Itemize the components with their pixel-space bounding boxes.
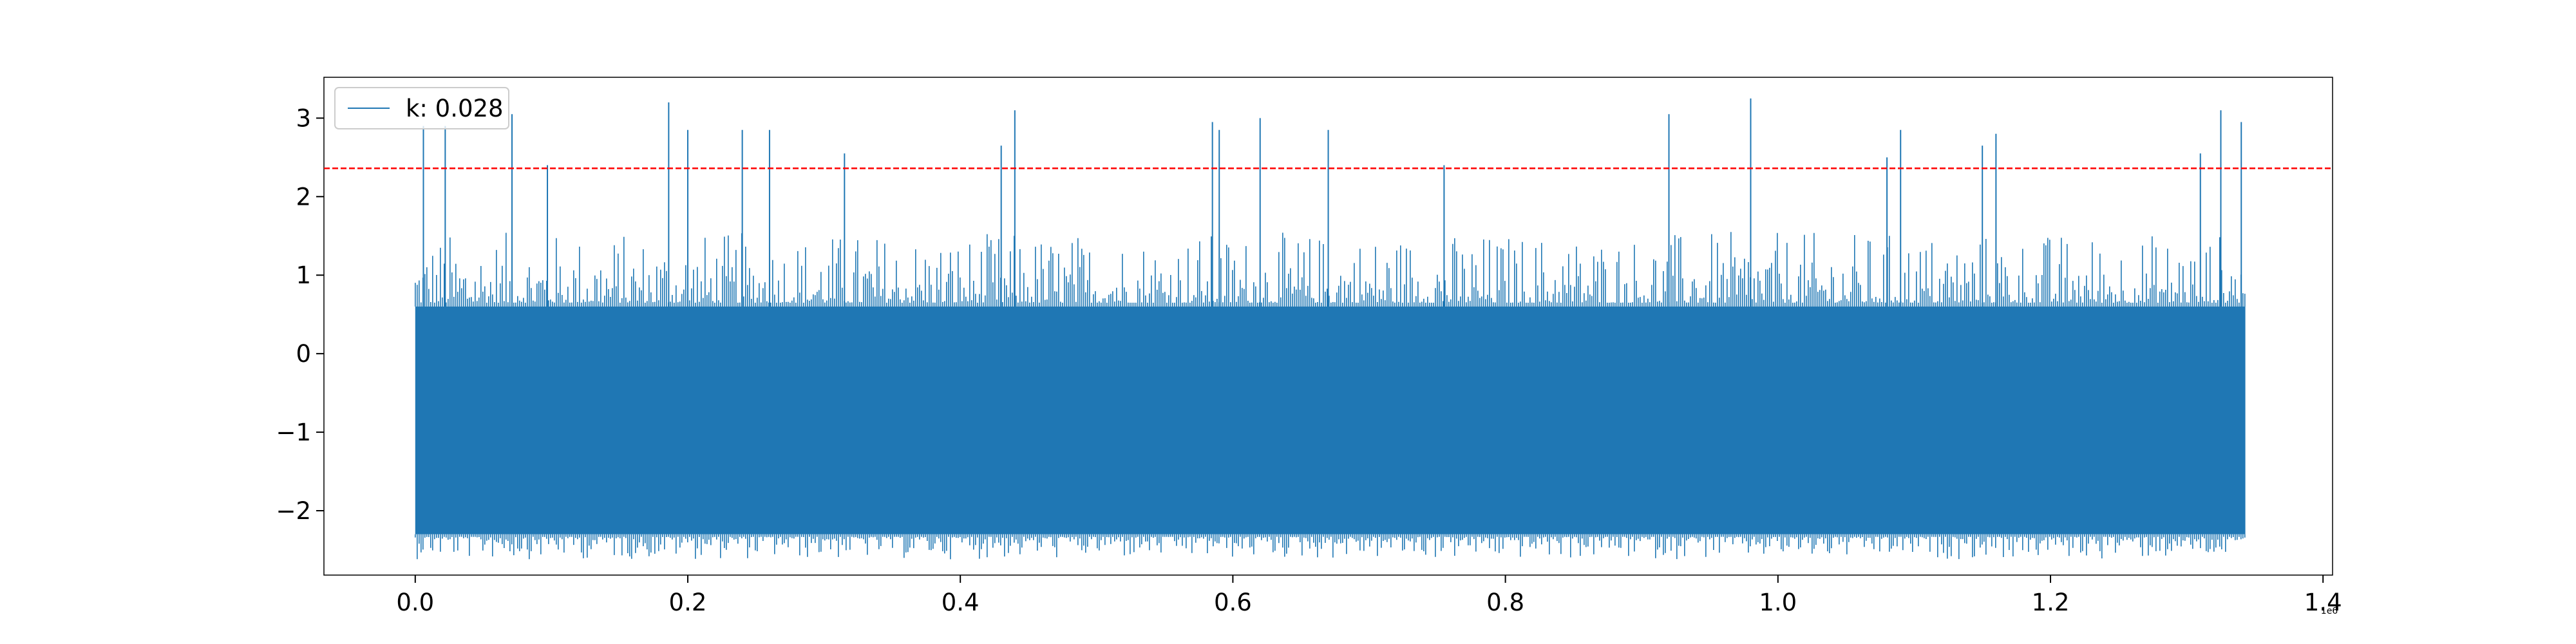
- legend: k: 0.028: [334, 87, 509, 129]
- x-tick-label: 1.0: [1759, 589, 1797, 616]
- legend-box: [334, 87, 509, 129]
- y-tick-label: 3: [296, 104, 311, 132]
- x-tick-label: 1.2: [2032, 589, 2070, 616]
- x-tick-label: 0.8: [1486, 589, 1524, 616]
- x-axis-offset-label: 1e6: [2321, 606, 2338, 616]
- x-tick-label: 0.2: [669, 589, 707, 616]
- y-tick-label: −1: [276, 419, 311, 446]
- y-tick-label: 2: [296, 183, 311, 211]
- x-tick-label: 1.4: [2304, 589, 2342, 616]
- series-upper-fringe: [415, 232, 2246, 307]
- legend-entry-label: k: 0.028: [406, 95, 504, 122]
- x-tick-label: 0.6: [1214, 589, 1252, 616]
- x-axis: 0.0 0.2 0.4 0.6 0.8 1.0 1.2 1.4: [396, 575, 2342, 616]
- axes-frame: [323, 77, 2333, 576]
- y-tick-label: 0: [296, 340, 311, 368]
- y-tick-label: 1: [296, 261, 311, 289]
- series-lower-fringe: [415, 534, 2246, 560]
- series-layer: [415, 98, 2246, 560]
- y-tick-label: −2: [276, 497, 311, 525]
- y-axis: 3 2 1 0 −1 −2: [276, 104, 324, 525]
- plot-area: [323, 77, 2333, 576]
- series-band: [415, 307, 2246, 535]
- x-tick-label: 0.0: [396, 589, 434, 616]
- x-tick-label: 0.4: [942, 589, 980, 616]
